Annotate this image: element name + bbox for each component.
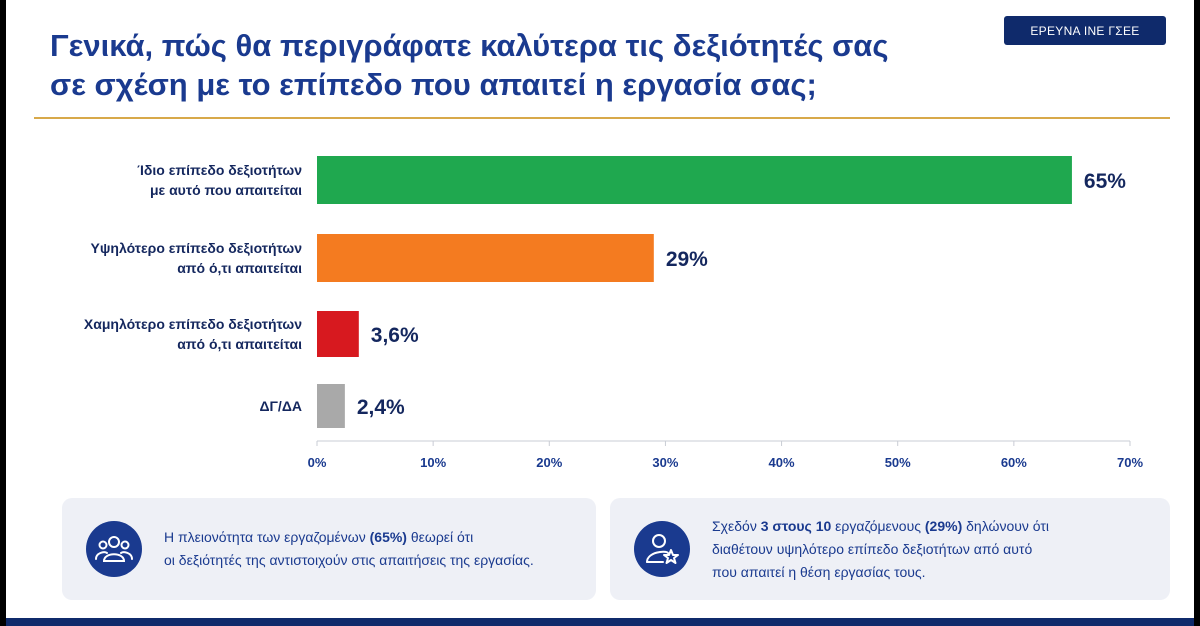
bar xyxy=(317,234,654,282)
note-card-majority: Η πλειονότητα των εργαζομένων (65%) θεωρ… xyxy=(62,498,596,600)
title-line-1: Γενικά, πώς θα περιγράφατε καλύτερα τις … xyxy=(50,28,889,63)
x-tick-label: 20% xyxy=(536,455,562,470)
note-text: Σχεδόν 3 στους 10 εργαζόμενους (29%) δηλ… xyxy=(712,515,1049,584)
note-line: Σχεδόν 3 στους 10 εργαζόμενους (29%) δηλ… xyxy=(712,517,1049,534)
footer-strip xyxy=(6,618,1194,626)
category-label: Χαμηλότερο επίπεδο δεξιοτήτων xyxy=(84,316,302,332)
category-label: από ό,τι απαιτείται xyxy=(177,260,302,276)
slide: Γενικά, πώς θα περιγράφατε καλύτερα τις … xyxy=(6,0,1194,626)
note-line: Η πλειονότητα των εργαζομένων (65%) θεωρ… xyxy=(164,529,474,545)
bar xyxy=(317,311,359,357)
category-label: με αυτό που απαιτείται xyxy=(150,182,302,198)
data-label: 2,4% xyxy=(357,396,405,419)
x-tick-label: 70% xyxy=(1117,455,1143,470)
bar-chart: 0% 10% 20% 30% 40% 50% 60% 70% 65% Ίδιο επίπεδο δ… xyxy=(84,156,1143,470)
note-line: οι δεξιότητές της αντιστοιχούν στις απαι… xyxy=(164,552,534,568)
category-label: από ό,τι απαιτείται xyxy=(177,336,302,352)
note-line: που απαιτεί η θέση εργασίας τους. xyxy=(712,563,926,580)
x-tick-label: 10% xyxy=(420,455,446,470)
data-label: 65% xyxy=(1084,170,1126,193)
user-star-icon xyxy=(634,521,690,577)
note-card-higher-skills: Σχεδόν 3 στους 10 εργαζόμενους (29%) δηλ… xyxy=(610,498,1170,600)
survey-badge: ΕΡΕΥΝΑ ΙΝΕ ΓΣΕΕ xyxy=(1004,16,1166,45)
page-title: Γενικά, πώς θα περιγράφατε καλύτερα τις … xyxy=(50,26,950,104)
data-label: 29% xyxy=(666,248,708,271)
category-label: Ίδιο επίπεδο δεξιοτήτων xyxy=(137,162,302,178)
bar xyxy=(317,156,1072,204)
x-tick-label: 0% xyxy=(308,455,327,470)
category-label: ΔΓ/ΔΑ xyxy=(259,398,302,414)
data-label: 3,6% xyxy=(371,324,419,347)
title-divider xyxy=(34,117,1170,119)
note-line: διαθέτουν υψηλότερο επίπεδο δεξιοτήτων α… xyxy=(712,540,1033,557)
category-label: Υψηλότερο επίπεδο δεξιοτήτων xyxy=(91,240,303,256)
bar xyxy=(317,384,345,428)
note-text: Η πλειονότητα των εργαζομένων (65%) θεωρ… xyxy=(164,526,534,572)
group-icon xyxy=(86,521,142,577)
title-line-2: σε σχέση με το επίπεδο που απαιτεί η εργ… xyxy=(50,67,817,102)
x-tick-label: 50% xyxy=(885,455,911,470)
x-tick-label: 60% xyxy=(1001,455,1027,470)
x-tick-label: 40% xyxy=(769,455,795,470)
x-tick-label: 30% xyxy=(652,455,678,470)
